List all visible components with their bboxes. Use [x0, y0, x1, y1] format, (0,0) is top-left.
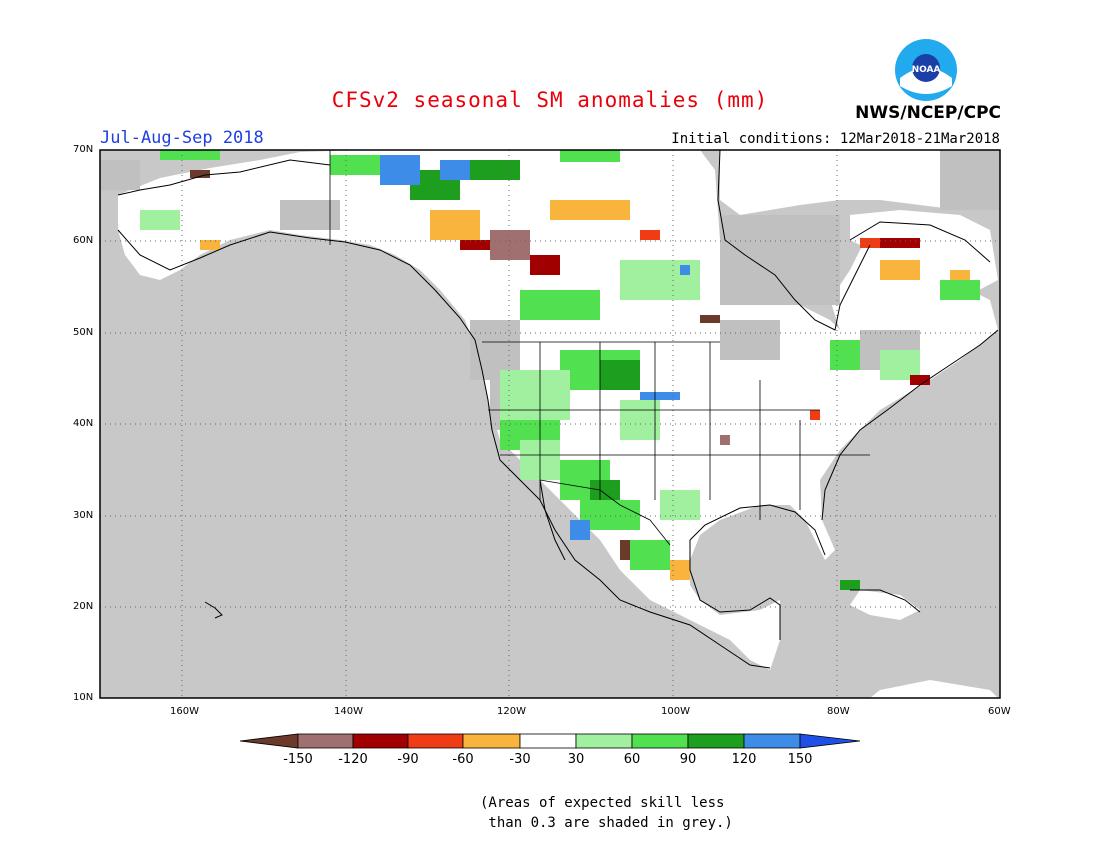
- colorbar-swatch: [297, 733, 354, 749]
- colorbar-right-arrow: [799, 733, 861, 749]
- map-frame: [99, 149, 1001, 699]
- lon-label: 140W: [334, 706, 363, 717]
- lat-label: 50N: [73, 327, 94, 338]
- colorbar-label: -90: [397, 752, 419, 767]
- colorbar-swatch: [407, 733, 464, 749]
- lon-label: 60W: [988, 706, 1011, 717]
- initial-conditions: Initial conditions: 12Mar2018-21Mar2018: [671, 131, 1000, 147]
- logo-text: NOAA: [912, 65, 941, 75]
- colorbar-label: 150: [787, 752, 813, 767]
- lat-label: 30N: [73, 510, 94, 521]
- coastlines: [117, 149, 999, 669]
- colorbar-label: -60: [452, 752, 474, 767]
- lon-label: 100W: [661, 706, 690, 717]
- colorbar-swatch: [575, 733, 633, 749]
- borders: [329, 150, 870, 546]
- agency-label: NWS/NCEP/CPC: [855, 103, 1001, 123]
- lat-label: 60N: [73, 235, 94, 246]
- map-title: CFSv2 seasonal SM anomalies (mm): [331, 88, 769, 112]
- colorbar-left-arrow: [239, 733, 299, 749]
- colorbar-label: 120: [731, 752, 757, 767]
- lon-label: 160W: [170, 706, 199, 717]
- lat-label: 70N: [73, 144, 94, 155]
- lat-label: 10N: [73, 692, 94, 703]
- colorbar-swatch: [462, 733, 521, 749]
- colorbar-swatch: [687, 733, 745, 749]
- skill-note: (Areas of expected skill less than 0.3 a…: [480, 795, 733, 831]
- noaa-logo-icon: NOAA: [895, 39, 957, 101]
- colorbar-label: 30: [567, 752, 585, 767]
- colorbar-swatch: [352, 733, 409, 749]
- lon-label: 120W: [497, 706, 526, 717]
- colorbar-label: -150: [283, 752, 313, 767]
- colorbar-label: 90: [679, 752, 697, 767]
- colorbar: [239, 733, 861, 749]
- colorbar-swatch: [743, 733, 801, 749]
- graticule: [100, 150, 1000, 698]
- colorbar-label: -120: [338, 752, 368, 767]
- colorbar-swatch: [519, 733, 577, 749]
- forecast-period: Jul-Aug-Sep 2018: [100, 128, 264, 148]
- lon-label: 80W: [827, 706, 850, 717]
- colorbar-label: -30: [509, 752, 531, 767]
- colorbar-label: 60: [623, 752, 641, 767]
- lat-label: 40N: [73, 418, 94, 429]
- lat-label: 20N: [73, 601, 94, 612]
- colorbar-swatch: [631, 733, 689, 749]
